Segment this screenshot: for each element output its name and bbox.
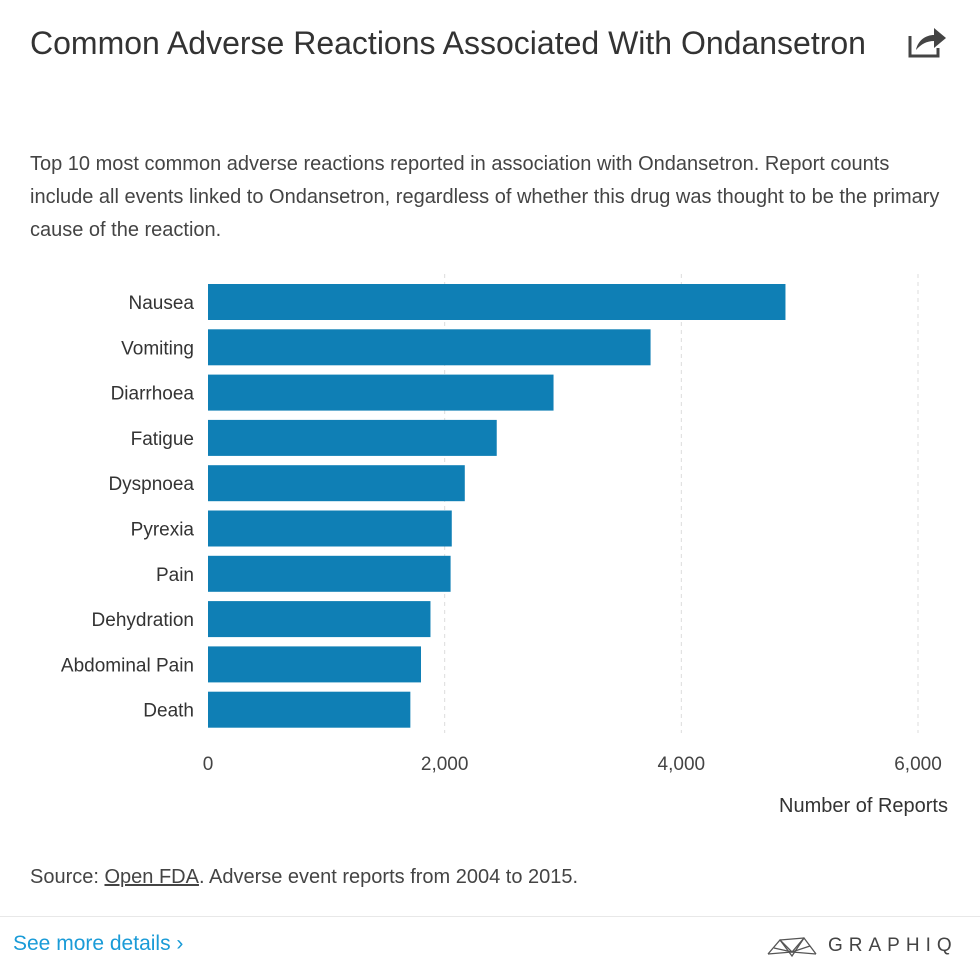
bar-fatigue bbox=[208, 419, 497, 456]
source-link[interactable]: Open FDA bbox=[104, 866, 199, 888]
chart-subtitle: Top 10 most common adverse reactions rep… bbox=[30, 153, 940, 241]
bar-dehydration bbox=[208, 601, 431, 638]
category-label-death: Death bbox=[143, 701, 194, 722]
category-label-pyrexia: Pyrexia bbox=[131, 520, 195, 541]
footer-divider bbox=[0, 916, 980, 917]
bar-diarrhoea bbox=[208, 374, 554, 411]
source-line: Source: Open FDA. Adverse event reports … bbox=[30, 866, 578, 889]
x-axis-title: Number of Reports bbox=[779, 795, 948, 817]
graphiq-brand: GRAPHIQ bbox=[766, 930, 958, 962]
bar-chart: Nausea Vomiting Diarrhoea Fatigue Dyspnoea Py… bbox=[61, 274, 948, 817]
source-prefix: Source: bbox=[30, 866, 105, 888]
see-more-details-link[interactable]: See more details › bbox=[13, 932, 184, 955]
bar-dyspnoea bbox=[208, 465, 465, 502]
bar-pyrexia bbox=[208, 510, 452, 547]
bar-abdominal-pain bbox=[208, 646, 421, 683]
category-label-dehydration: Dehydration bbox=[92, 610, 194, 631]
bar-vomiting bbox=[208, 329, 651, 366]
category-label-pain: Pain bbox=[156, 565, 194, 586]
bar-nausea bbox=[208, 284, 786, 320]
bar-pain bbox=[208, 555, 451, 592]
category-label-diarrhoea: Diarrhoea bbox=[111, 384, 195, 405]
bar-death bbox=[208, 691, 411, 728]
category-label-nausea: Nausea bbox=[129, 293, 195, 314]
x-tick-label-0: 0 bbox=[203, 754, 214, 775]
x-tick-label-3: 6,000 bbox=[894, 754, 942, 775]
source-suffix: . Adverse event reports from 2004 to 201… bbox=[198, 866, 579, 888]
x-tick-label-2: 4,000 bbox=[658, 754, 706, 775]
share-button[interactable] bbox=[906, 22, 948, 62]
category-label-fatigue: Fatigue bbox=[131, 429, 194, 450]
graphiq-logo-icon bbox=[767, 936, 817, 958]
x-tick-label-1: 2,000 bbox=[421, 754, 469, 775]
category-label-vomiting: Vomiting bbox=[121, 338, 194, 359]
brand-name: GRAPHIQ bbox=[828, 935, 958, 956]
category-label-dyspnoea: Dyspnoea bbox=[108, 474, 194, 495]
category-label-abdominal-pain: Abdominal Pain bbox=[61, 655, 194, 676]
chart-title: Common Adverse Reactions Associated With… bbox=[30, 25, 866, 61]
share-icon bbox=[908, 28, 946, 58]
